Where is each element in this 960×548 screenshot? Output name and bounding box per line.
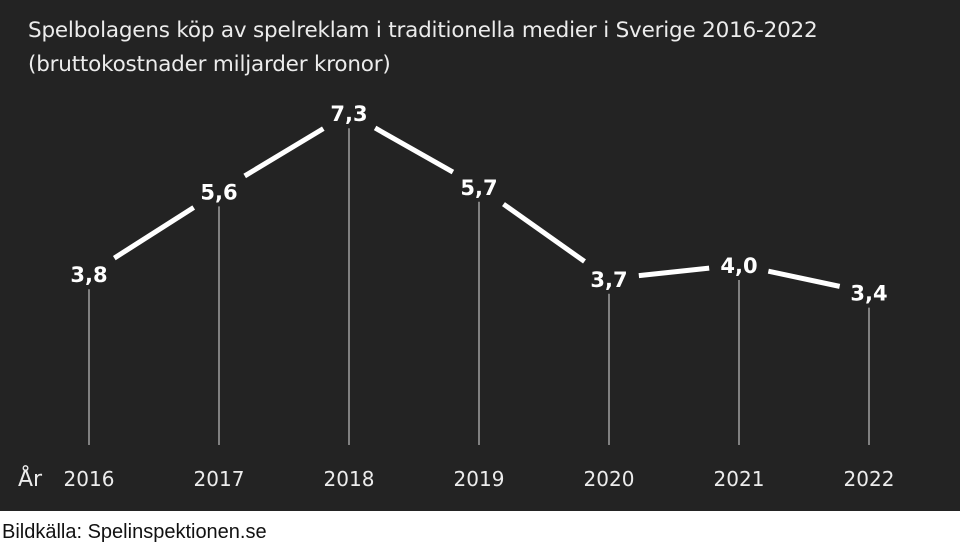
line-segment <box>373 125 455 175</box>
image-source-caption: Bildkälla: Spelinspektionen.se <box>2 521 267 543</box>
x-tick-label: 2016 <box>64 467 115 491</box>
data-label: 3,7 <box>590 268 627 292</box>
chart-title: Spelbolagens köp av spelreklam i traditi… <box>28 18 818 43</box>
x-tick-label: 2020 <box>584 467 635 491</box>
data-label: 3,4 <box>850 282 887 306</box>
line-segment <box>112 205 196 261</box>
chart-subtitle: (bruttokostnader miljarder kronor) <box>28 52 391 77</box>
x-axis-label: År <box>18 465 43 492</box>
data-label: 4,0 <box>720 254 757 278</box>
x-tick-label: 2022 <box>844 467 895 491</box>
x-tick-label: 2017 <box>194 467 245 491</box>
line-segment <box>502 202 586 264</box>
line-segment <box>638 265 710 279</box>
x-tick-label: 2019 <box>454 467 505 491</box>
data-label: 5,6 <box>200 180 237 204</box>
chart-area: Spelbolagens köp av spelreklam i traditi… <box>0 0 960 511</box>
line-segment <box>767 268 841 289</box>
data-label: 3,8 <box>70 263 107 287</box>
line-segment <box>243 126 325 179</box>
data-label: 7,3 <box>330 102 367 126</box>
x-tick-label: 2021 <box>714 467 765 491</box>
data-label: 5,7 <box>460 176 497 200</box>
line-plot: 3,8 5,6 7,3 5,7 3,7 4,0 3,4 2016 2017 2018 2019 202… <box>18 102 895 492</box>
x-tick-label: 2018 <box>324 467 375 491</box>
